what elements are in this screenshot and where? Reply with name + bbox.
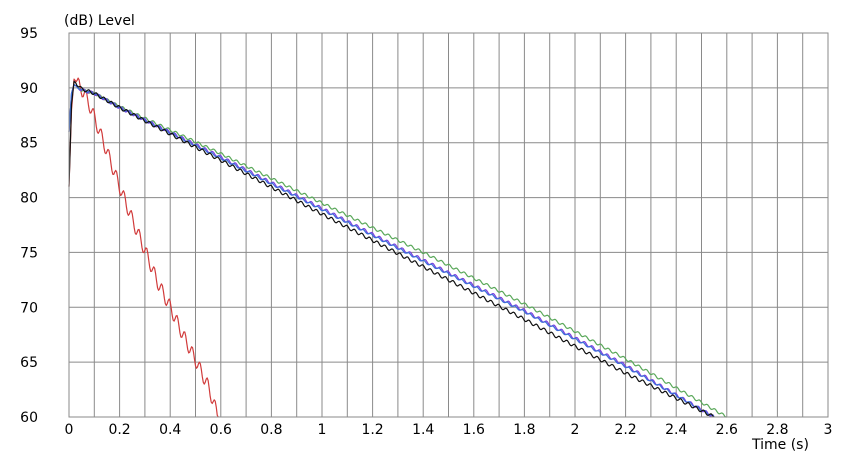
y-axis-label: (dB) Level <box>64 13 135 29</box>
y-tick-label: 65 <box>20 355 38 371</box>
x-tick-label: 0.2 <box>108 422 130 438</box>
x-axis-label: Time (s) <box>751 437 809 453</box>
x-tick-label: 2 <box>571 422 580 438</box>
x-tick-label: 2.2 <box>614 422 636 438</box>
x-tick-label: 1.6 <box>463 422 485 438</box>
x-tick-label: 0.4 <box>159 422 181 438</box>
x-tick-label: 1.2 <box>361 422 383 438</box>
grid <box>69 33 828 417</box>
x-tick-labels: 0 0.2 0.4 0.6 0.8 1 1.2 1.4 1.6 1.8 2 2.2 2.4 2.6 2.8 3 <box>65 422 833 438</box>
y-tick-label: 85 <box>20 136 38 152</box>
y-tick-label: 75 <box>20 245 38 261</box>
plot-frame <box>68 32 829 418</box>
series-line <box>68 83 727 418</box>
series-line <box>68 77 219 418</box>
x-tick-label: 2.4 <box>665 422 687 438</box>
x-tick-label: 1.4 <box>412 422 434 438</box>
y-tick-labels: 60 65 70 75 80 85 90 95 <box>20 26 38 426</box>
series-line <box>68 80 715 418</box>
y-tick-label: 95 <box>20 26 38 42</box>
x-tick-label: 1.8 <box>513 422 535 438</box>
y-tick-label: 80 <box>20 191 38 207</box>
x-tick-label: 0 <box>65 422 74 438</box>
x-tick-label: 3 <box>824 422 833 438</box>
series-line <box>68 83 715 418</box>
x-tick-label: 0.8 <box>260 422 282 438</box>
y-tick-label: 90 <box>20 81 38 97</box>
x-tick-label: 0.6 <box>210 422 232 438</box>
series-layer <box>68 77 727 418</box>
x-tick-label: 2.6 <box>716 422 738 438</box>
y-tick-label: 60 <box>20 410 38 426</box>
x-tick-label: 2.8 <box>766 422 788 438</box>
x-tick-label: 1 <box>318 422 327 438</box>
y-tick-label: 70 <box>20 300 38 316</box>
series-line <box>68 83 715 418</box>
